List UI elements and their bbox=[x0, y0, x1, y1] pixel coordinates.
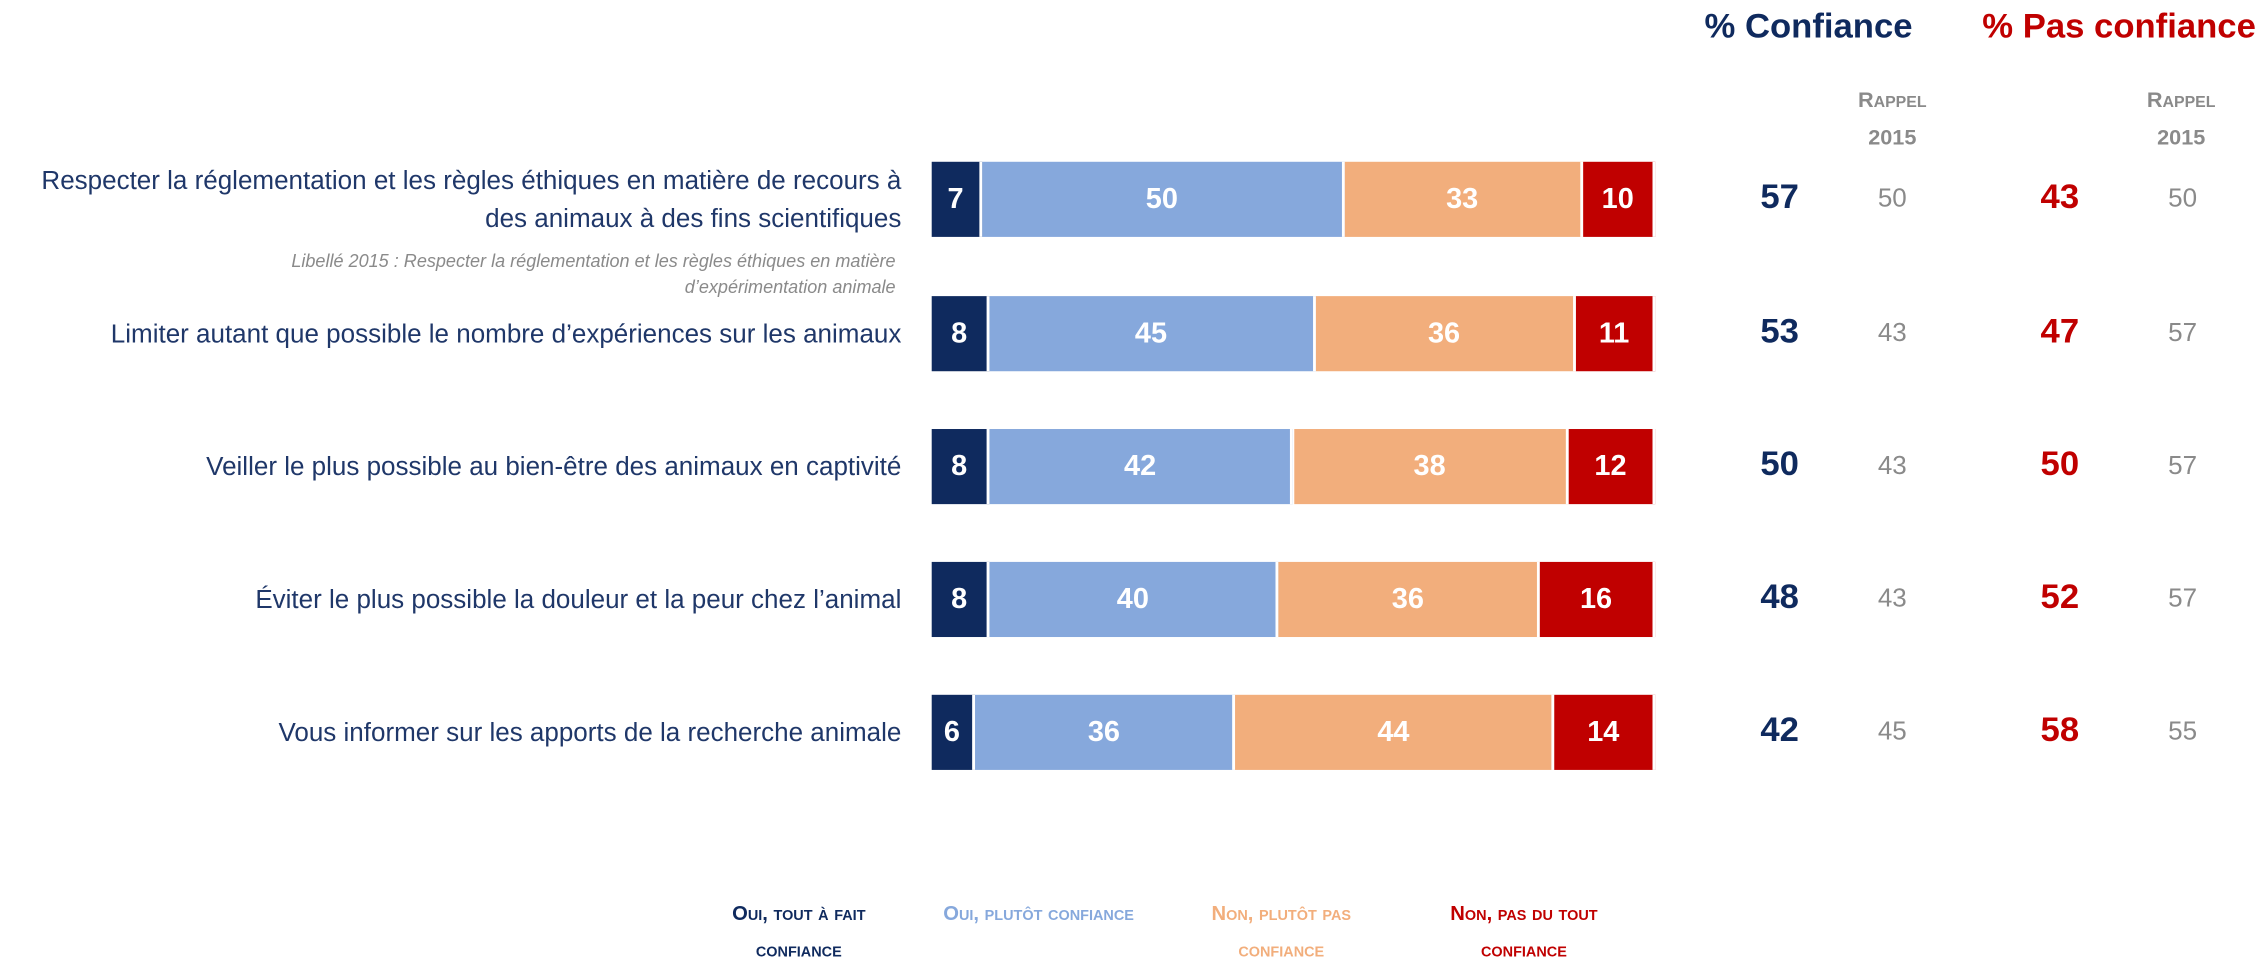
value-label: 50 bbox=[1145, 182, 1178, 215]
value-label: 11 bbox=[1598, 317, 1630, 349]
summary-value: 47 bbox=[2040, 312, 2080, 352]
summary-value: 58 bbox=[2040, 710, 2080, 750]
summary-value: 57 bbox=[1760, 177, 1799, 217]
value-label: 8 bbox=[951, 449, 968, 482]
bar-segment: 36 bbox=[1315, 296, 1576, 372]
recall-value: 45 bbox=[1877, 716, 1907, 746]
bar-segment: 40 bbox=[989, 561, 1280, 638]
recall-value: 57 bbox=[2168, 583, 2198, 613]
category-label: Limiter autant que possible le nombre d’… bbox=[110, 319, 902, 349]
category-label: Veiller le plus possible au bien-être de… bbox=[206, 452, 902, 482]
bar-segment: 8 bbox=[931, 561, 990, 638]
legend-entry: Non, pas du tout confiance bbox=[1450, 901, 1598, 961]
category-label: Vous informer sur les apports de la rech… bbox=[278, 717, 902, 747]
summary-value: 50 bbox=[2040, 444, 2080, 484]
bar-segment: 36 bbox=[975, 694, 1236, 770]
bar-segment: 50 bbox=[982, 161, 1345, 237]
summary-value: 48 bbox=[1760, 577, 1799, 617]
summary-value: 52 bbox=[2040, 577, 2080, 617]
summary-value: 50 bbox=[1760, 444, 1799, 484]
value-label: 42 bbox=[1124, 449, 1157, 482]
legend-entry: Oui, plutôt confiance bbox=[943, 901, 1134, 925]
recall-value: 57 bbox=[2168, 450, 2198, 480]
value-label: 33 bbox=[1446, 182, 1479, 215]
value-label: 44 bbox=[1377, 715, 1410, 748]
summary-value: 42 bbox=[1760, 710, 1799, 750]
value-label: 14 bbox=[1587, 715, 1620, 748]
bar-segment: 12 bbox=[1568, 429, 1656, 505]
bar-segment: 16 bbox=[1539, 561, 1656, 638]
value-label: 38 bbox=[1413, 449, 1446, 482]
summary-value: 53 bbox=[1760, 312, 1799, 352]
recall-value: 50 bbox=[1877, 183, 1907, 213]
bar-segment: 10 bbox=[1583, 161, 1656, 237]
category-label: Respecter la réglementation et les règle… bbox=[41, 166, 902, 233]
value-label: 6 bbox=[943, 715, 960, 748]
bar-segment: 36 bbox=[1279, 561, 1540, 638]
value-label: 36 bbox=[1427, 317, 1461, 349]
recall-header: Rappel 2015 bbox=[1857, 88, 1927, 151]
bar-segment: 44 bbox=[1235, 694, 1555, 770]
value-label: 16 bbox=[1579, 582, 1613, 615]
value-label: 36 bbox=[1087, 715, 1120, 748]
recall-value: 43 bbox=[1877, 583, 1907, 613]
value-label: 36 bbox=[1391, 582, 1424, 615]
recall-value: 57 bbox=[2168, 317, 2198, 347]
bar-segment: 14 bbox=[1554, 694, 1656, 770]
value-label: 8 bbox=[951, 582, 968, 615]
value-label: 45 bbox=[1134, 317, 1168, 349]
value-label: 12 bbox=[1594, 449, 1627, 482]
bar-segment: 11 bbox=[1575, 296, 1656, 372]
legend-entry: Non, plutôt pas confiance bbox=[1211, 901, 1352, 961]
bar-segment: 7 bbox=[931, 161, 983, 237]
note: Libellé 2015 : Respecter la réglementati… bbox=[291, 251, 896, 298]
category-label: Éviter le plus possible la douleur et la… bbox=[255, 585, 902, 614]
bar-segment: 45 bbox=[989, 296, 1316, 372]
recall-value: 43 bbox=[1877, 317, 1907, 347]
recall-value: 55 bbox=[2168, 716, 2198, 746]
recall-value: 43 bbox=[1877, 450, 1907, 480]
recall-value: 50 bbox=[2168, 183, 2198, 213]
value-label: 40 bbox=[1116, 582, 1149, 615]
bar-segment: 6 bbox=[931, 694, 976, 770]
value-label: 8 bbox=[951, 317, 968, 349]
bar-segment: 38 bbox=[1293, 429, 1569, 505]
column-header: % Confiance bbox=[1704, 7, 1913, 47]
summary-value: 43 bbox=[2040, 177, 2080, 217]
bar-segment: 33 bbox=[1344, 161, 1584, 237]
bar-segment: 42 bbox=[989, 429, 1294, 505]
legend-entry: Oui, tout à fait confiance bbox=[732, 901, 866, 961]
value-label: 10 bbox=[1601, 182, 1634, 215]
value-label: 7 bbox=[947, 182, 964, 215]
bar-segment: 8 bbox=[931, 296, 990, 372]
column-header: % Pas confiance bbox=[1982, 7, 2256, 47]
recall-header: Rappel 2015 bbox=[2146, 88, 2216, 151]
bar-segment: 8 bbox=[931, 429, 990, 505]
